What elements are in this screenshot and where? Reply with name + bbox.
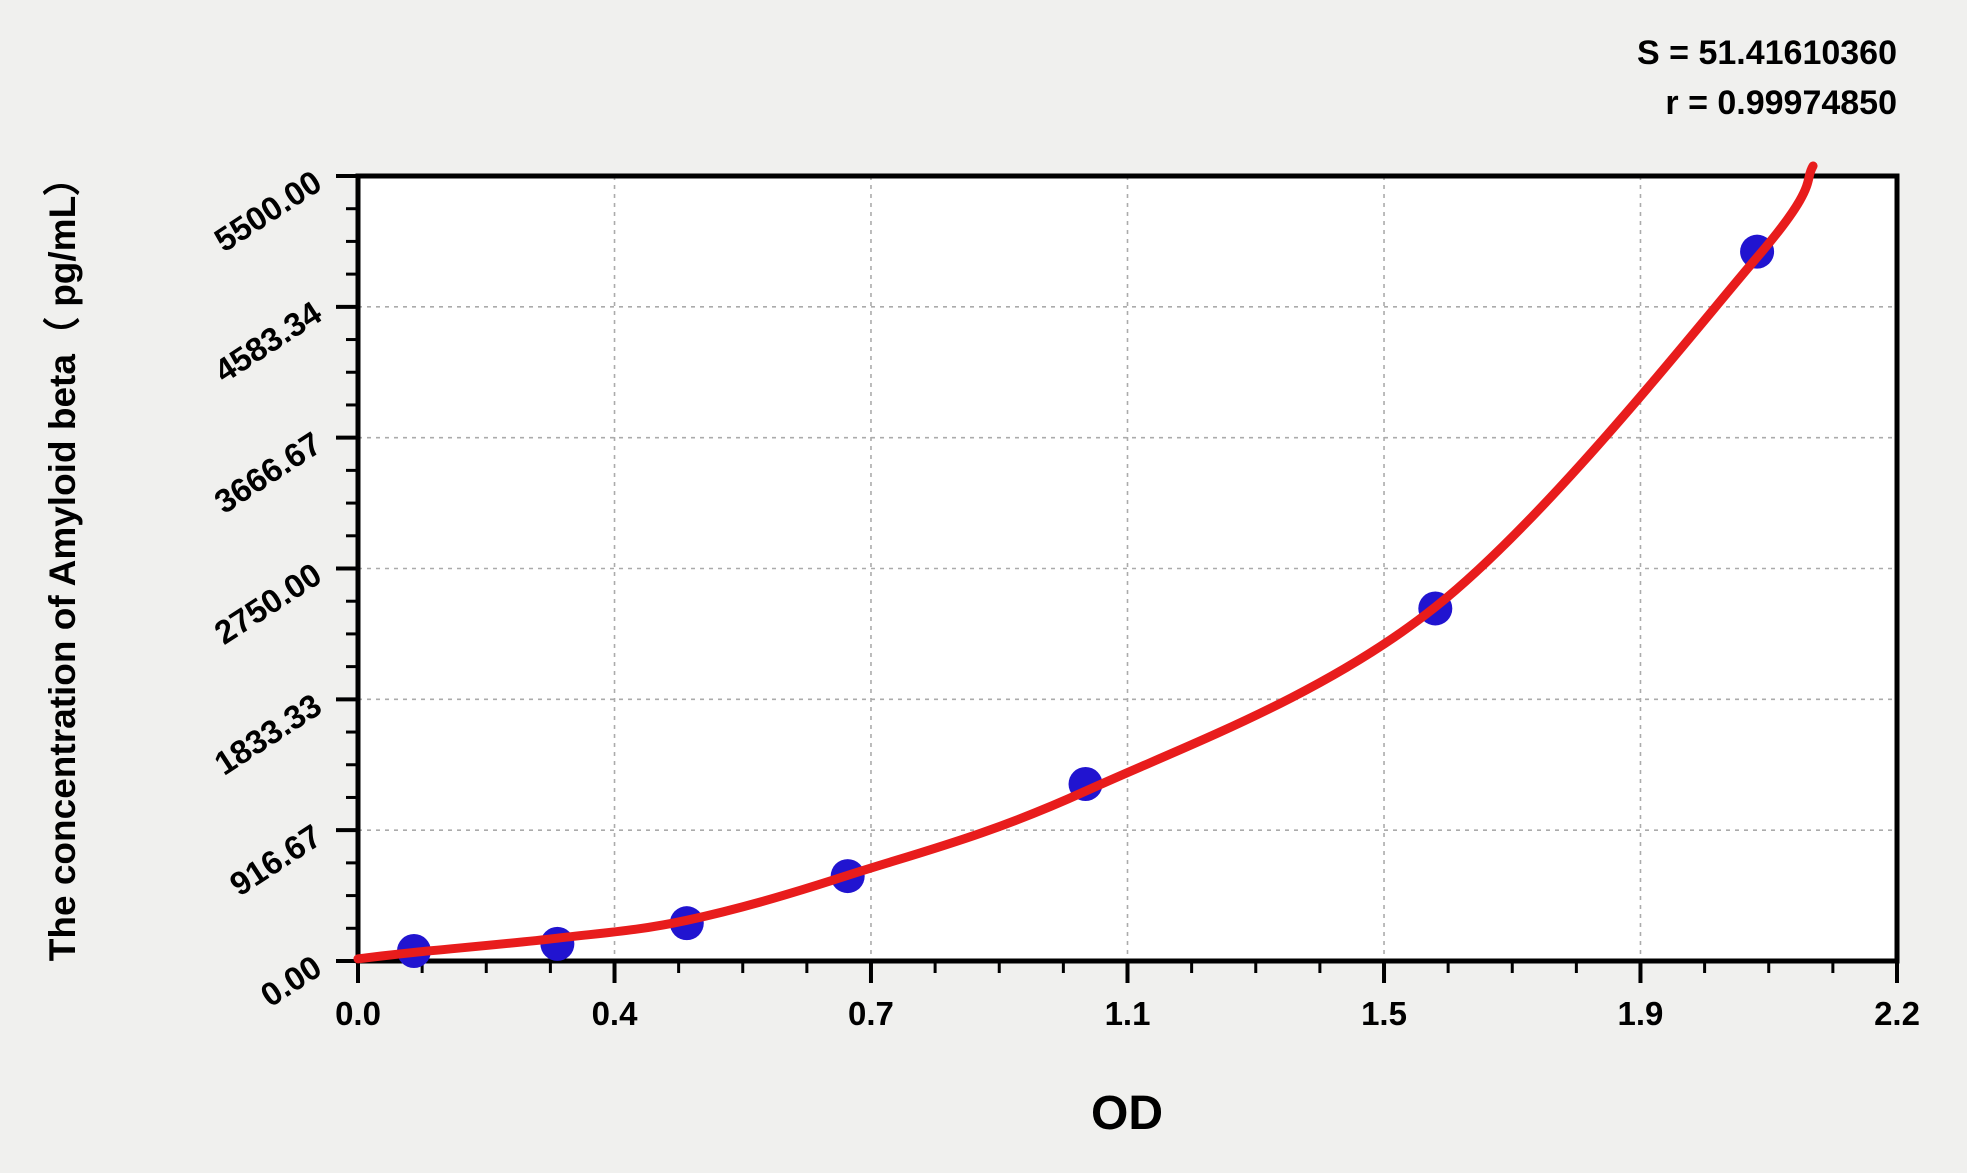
y-tick-label: 916.67 — [223, 817, 328, 903]
x-tick-label: 0.0 — [335, 995, 381, 1032]
plot-frame — [355, 173, 1900, 964]
y-tick-label: 4583.34 — [208, 293, 329, 389]
y-tick-label: 3666.67 — [208, 425, 328, 521]
y-tick-label: 0.00 — [254, 948, 328, 1014]
fit-curve — [353, 161, 1818, 964]
stat-s-value: S = 51.41610360 — [1637, 34, 1897, 72]
x-tick-label: 0.7 — [848, 995, 894, 1032]
fit-statistics: S = 51.41610360 r = 0.99974850 — [1637, 28, 1897, 128]
x-tick-label: 0.4 — [592, 995, 639, 1032]
x-tick-label: 1.9 — [1618, 995, 1664, 1032]
stat-r-value: r = 0.99974850 — [1665, 84, 1897, 122]
y-tick-label: 2750.00 — [208, 555, 328, 651]
x-axis-title: OD — [1091, 1087, 1163, 1140]
y-tick-label: 5500.00 — [208, 163, 328, 259]
plot-area — [358, 176, 1897, 961]
x-tick-label: 1.5 — [1361, 995, 1407, 1032]
x-tick-label: 1.1 — [1105, 995, 1151, 1032]
y-tick-label: 1833.33 — [208, 686, 328, 782]
x-tick-label: 2.2 — [1874, 995, 1920, 1032]
